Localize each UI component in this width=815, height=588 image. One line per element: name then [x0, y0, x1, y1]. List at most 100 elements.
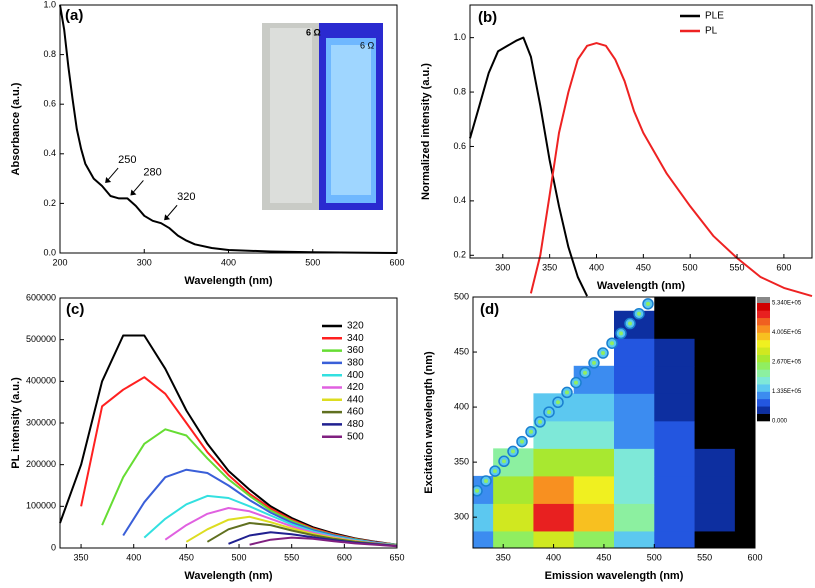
- arrow-head: [105, 177, 112, 184]
- heat-cell: [734, 338, 755, 367]
- y-tick-label: 450: [454, 346, 469, 356]
- annotation: 250: [118, 154, 136, 166]
- y-tick-label: 0.6: [43, 99, 56, 109]
- scatter-peak-core: [520, 439, 524, 444]
- x-tick-label: 450: [596, 552, 611, 562]
- y-tick-label: 500000: [26, 334, 56, 344]
- scatter-peak-core: [511, 449, 515, 454]
- heat-cell: [694, 530, 736, 548]
- legend-label: 380: [347, 358, 364, 369]
- x-tick-label: 450: [179, 552, 194, 562]
- heat-cell: [493, 503, 534, 532]
- cuvette-glow-core: [331, 45, 371, 195]
- colorbar-cell: [757, 398, 770, 407]
- scatter-peak-core: [637, 311, 641, 316]
- y-axis-label: PL intensity (a.u.): [10, 377, 22, 469]
- heat-cell: [614, 475, 655, 504]
- colorbar-cell: [757, 303, 770, 311]
- legend-label: 500: [347, 431, 364, 442]
- inset-label: 6 Ω: [360, 40, 375, 50]
- colorbar-label: 4.005E+05: [772, 330, 802, 336]
- y-tick-label: 0.0: [43, 247, 56, 257]
- panel-label: (b): [478, 9, 497, 26]
- x-tick-label: 400: [221, 257, 236, 267]
- x-tick-label: 400: [126, 552, 141, 562]
- scatter-peak-core: [484, 478, 488, 483]
- legend-label: 480: [347, 419, 364, 430]
- y-tick-label: 0.6: [453, 141, 466, 151]
- x-axis-label: Wavelength (nm): [184, 275, 273, 287]
- heat-cell: [493, 475, 534, 504]
- heat-cell: [694, 297, 736, 312]
- colorbar-label: 2.670E+05: [772, 360, 802, 366]
- heat-cell: [694, 338, 736, 367]
- heat-cell: [614, 365, 655, 394]
- y-tick-label: 0.8: [453, 86, 466, 96]
- x-tick-label: 400: [546, 552, 561, 562]
- scatter-peak-core: [583, 370, 587, 375]
- heat-cell: [573, 530, 615, 548]
- heat-cell: [654, 475, 696, 504]
- heat-cell: [654, 338, 696, 367]
- panel: 0.000 1.335E+05 2.670E+05 4.005E+05 5.340E+0…: [423, 291, 802, 582]
- series-line: [469, 36, 588, 297]
- legend-label: 340: [347, 333, 364, 344]
- scatter-peak-core: [646, 301, 650, 306]
- heat-cell: [493, 530, 534, 548]
- y-tick-label: 100000: [26, 501, 56, 511]
- x-tick-label: 500: [683, 262, 698, 272]
- inset-label: 6 Ω: [306, 27, 321, 37]
- x-tick-label: 350: [496, 552, 511, 562]
- y-tick-label: 0.4: [43, 148, 56, 158]
- legend-label: 460: [347, 407, 364, 418]
- heat-cell: [694, 503, 736, 532]
- heat-cell: [614, 393, 655, 422]
- x-tick-label: 350: [74, 552, 89, 562]
- colorbar-label: 1.335E+05: [772, 389, 802, 395]
- x-axis-label: Wavelength (nm): [184, 570, 273, 582]
- series-line: [249, 536, 398, 548]
- panel-label: (a): [65, 7, 83, 24]
- x-tick-label: 650: [389, 552, 404, 562]
- x-tick-label: 550: [284, 552, 299, 562]
- colorbar-cell: [757, 376, 770, 385]
- colorbar-cell: [757, 339, 770, 348]
- y-tick-label: 0.2: [43, 198, 56, 208]
- y-tick-label: 0.4: [453, 195, 466, 205]
- heat-cell: [654, 503, 696, 532]
- heat-cell: [734, 297, 755, 312]
- heat-cell: [694, 420, 736, 449]
- series-line: [143, 494, 398, 547]
- heat-cell: [654, 365, 696, 394]
- legend-label: 420: [347, 382, 364, 393]
- x-tick-label: 300: [495, 262, 510, 272]
- heat-cell: [614, 338, 655, 367]
- heat-cell: [533, 503, 575, 532]
- heat-cell: [533, 530, 575, 548]
- x-tick-label: 350: [542, 262, 557, 272]
- x-axis-label: Wavelength (nm): [597, 280, 686, 292]
- y-tick-label: 0.2: [453, 250, 466, 260]
- x-tick-label: 500: [647, 552, 662, 562]
- colorbar-cell: [757, 369, 770, 378]
- x-tick-label: 450: [636, 262, 651, 272]
- heat-cell: [654, 297, 696, 312]
- arrow-head: [130, 189, 137, 196]
- x-tick-label: 600: [337, 552, 352, 562]
- annotation: 280: [143, 166, 161, 178]
- panel-label: (c): [66, 301, 84, 318]
- heat-cell: [654, 393, 696, 422]
- y-tick-label: 600000: [26, 292, 56, 302]
- legend-label: 400: [347, 370, 364, 381]
- series-line: [59, 4, 398, 254]
- heat-cell: [734, 475, 755, 504]
- heatmap: [473, 297, 755, 548]
- scatter-peak-core: [556, 400, 560, 405]
- heat-cell: [654, 310, 696, 339]
- scatter-peak-core: [574, 380, 578, 385]
- heat-cell: [734, 393, 755, 422]
- scatter-peak-core: [565, 390, 569, 395]
- scatter-peak-core: [619, 331, 623, 336]
